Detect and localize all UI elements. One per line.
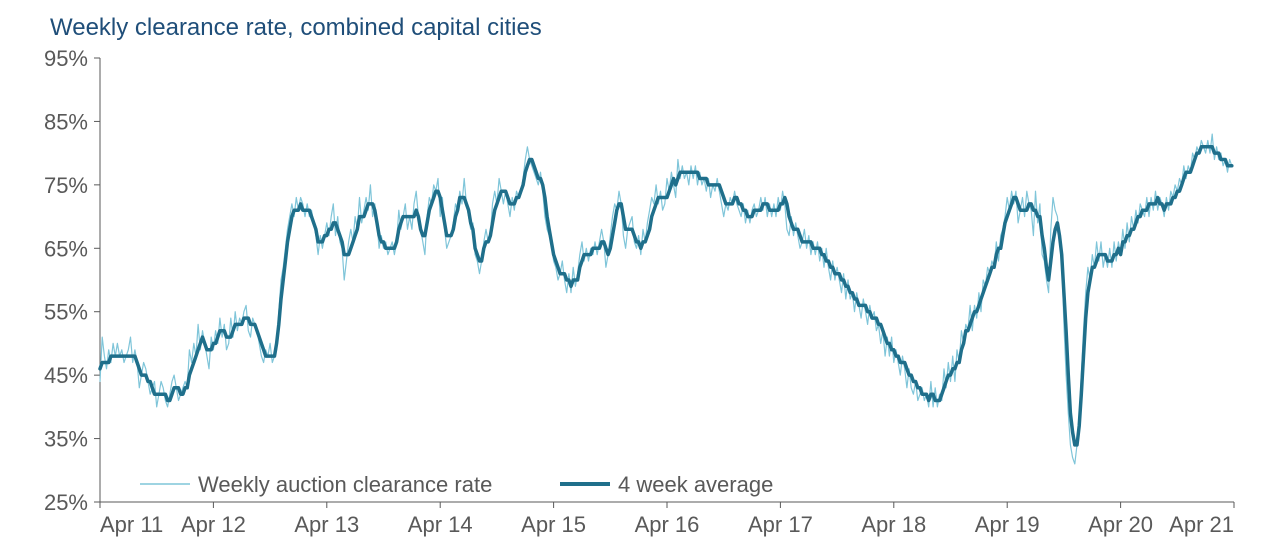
x-tick-label: Apr 21 <box>1169 512 1234 537</box>
y-tick-label: 95% <box>44 46 88 71</box>
y-tick-label: 35% <box>44 427 88 452</box>
x-tick-label: Apr 15 <box>521 512 586 537</box>
chart-plot-area: 25% 35% 45% 55% 65% 75% 85% 95% Apr 11 Apr 12 Apr … <box>0 0 1264 549</box>
x-tick-label: Apr 14 <box>408 512 473 537</box>
y-tick-label: 45% <box>44 363 88 388</box>
x-tick-label: Apr 12 <box>181 512 246 537</box>
y-tick-label: 25% <box>44 490 88 515</box>
legend-label: Weekly auction clearance rate <box>198 472 492 497</box>
x-tick-label: Apr 17 <box>748 512 813 537</box>
x-tick-label: Apr 18 <box>861 512 926 537</box>
y-tick-label: 85% <box>44 109 88 134</box>
x-tick-label: Apr 20 <box>1088 512 1153 537</box>
x-tick-label: Apr 13 <box>294 512 359 537</box>
y-tick-label: 65% <box>44 236 88 261</box>
series-line <box>100 134 1232 464</box>
y-tick-label: 55% <box>44 300 88 325</box>
clearance-rate-chart: Weekly clearance rate, combined capital … <box>0 0 1264 549</box>
legend-label: 4 week average <box>618 472 773 497</box>
x-tick-label: Apr 19 <box>975 512 1040 537</box>
y-tick-label: 75% <box>44 173 88 198</box>
x-tick-label: Apr 11 <box>100 512 163 537</box>
x-tick-label: Apr 16 <box>635 512 700 537</box>
